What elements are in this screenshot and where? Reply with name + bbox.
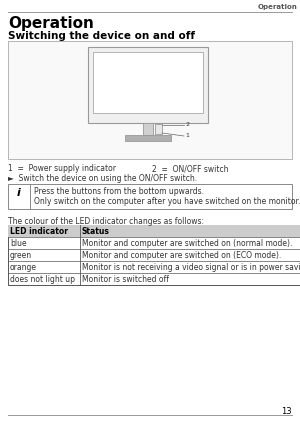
- Bar: [93, 52, 203, 113]
- Text: Operation: Operation: [258, 4, 298, 10]
- Text: Monitor is not receiving a video signal or is in power saving mode.: Monitor is not receiving a video signal …: [82, 263, 300, 272]
- Bar: [8, 225, 300, 237]
- Bar: [125, 135, 171, 141]
- Bar: [8, 41, 292, 159]
- Text: green: green: [10, 251, 32, 260]
- Text: Monitor is switched off: Monitor is switched off: [82, 275, 169, 284]
- Text: Press the buttons from the bottom upwards.: Press the buttons from the bottom upward…: [34, 187, 204, 196]
- Text: does not light up: does not light up: [10, 275, 75, 284]
- Text: The colour of the LED indicator changes as follows:: The colour of the LED indicator changes …: [8, 217, 204, 226]
- Text: 2  =  ON/OFF switch: 2 = ON/OFF switch: [152, 164, 229, 173]
- Text: Status: Status: [82, 227, 110, 236]
- Text: LED indicator: LED indicator: [10, 227, 68, 236]
- Text: Switching the device on and off: Switching the device on and off: [8, 31, 195, 41]
- Text: 13: 13: [281, 407, 292, 416]
- Bar: [8, 184, 292, 209]
- Text: Monitor and computer are switched on (ECO mode).: Monitor and computer are switched on (EC…: [82, 251, 281, 260]
- Text: ►  Switch the device on using the ON/OFF switch.: ► Switch the device on using the ON/OFF …: [8, 174, 197, 183]
- Text: 1  =  Power supply indicator: 1 = Power supply indicator: [8, 164, 116, 173]
- Text: Only switch on the computer after you have switched on the monitor.: Only switch on the computer after you ha…: [34, 197, 300, 206]
- Bar: [143, 123, 153, 135]
- Text: Operation: Operation: [8, 16, 94, 31]
- Text: i: i: [17, 188, 21, 198]
- Bar: [155, 124, 162, 134]
- Text: Monitor and computer are switched on (normal mode).: Monitor and computer are switched on (no…: [82, 239, 292, 248]
- Text: 2: 2: [185, 122, 189, 127]
- Text: orange: orange: [10, 263, 37, 272]
- Bar: [88, 47, 208, 123]
- Text: blue: blue: [10, 239, 27, 248]
- Bar: [8, 225, 300, 285]
- Text: 1: 1: [185, 133, 189, 138]
